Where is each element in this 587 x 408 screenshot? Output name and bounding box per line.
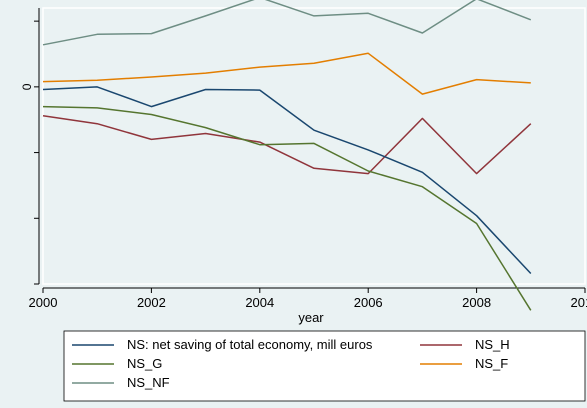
legend-label-ns: NS: net saving of total economy, mill eu… bbox=[127, 337, 373, 352]
y-axis: 0 bbox=[20, 8, 40, 285]
legend-label-ns-h: NS_H bbox=[475, 337, 510, 352]
plot-area bbox=[42, 7, 586, 285]
legend-label-ns-g: NS_G bbox=[127, 356, 162, 371]
y-tick-label: 0 bbox=[20, 83, 34, 90]
x-tick-label: 2010 bbox=[571, 295, 587, 310]
series-lines bbox=[42, 0, 532, 311]
series-line-ns bbox=[42, 86, 532, 275]
x-tick-label: 2002 bbox=[137, 295, 166, 310]
series-line-ns-nf bbox=[42, 0, 532, 46]
series-line-ns-h bbox=[42, 115, 532, 175]
series-line-ns-g bbox=[42, 105, 532, 311]
x-tick-label: 2006 bbox=[354, 295, 383, 310]
x-axis: 2000 2002 2004 2006 2008 2010 bbox=[29, 287, 587, 310]
legend: NS: net saving of total economy, mill eu… bbox=[63, 330, 586, 402]
x-tick-label: 2000 bbox=[29, 295, 58, 310]
legend-items: NS: net saving of total economy, mill eu… bbox=[72, 337, 510, 390]
legend-label-ns-f: NS_F bbox=[475, 356, 508, 371]
x-tick-label: 2008 bbox=[462, 295, 491, 310]
legend-box bbox=[63, 330, 586, 402]
series-line-ns-f bbox=[42, 52, 531, 95]
x-tick-label: 2004 bbox=[245, 295, 274, 310]
x-axis-title: year bbox=[298, 310, 324, 325]
legend-label-ns-nf: NS_NF bbox=[127, 375, 170, 390]
